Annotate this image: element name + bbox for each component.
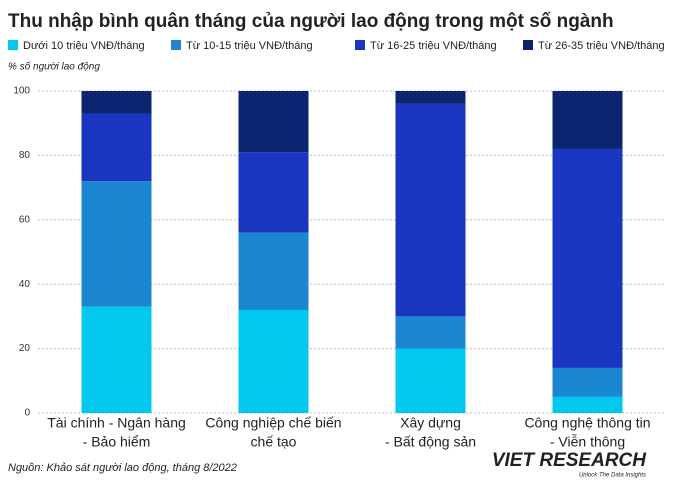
legend-label: Dưới 10 triệu VNĐ/tháng: [23, 40, 145, 52]
source-note: Nguồn: Khảo sát người lao động, tháng 8/…: [8, 462, 237, 474]
x-tick-label: - Viễn thông: [550, 434, 625, 450]
legend-label: Từ 16-25 triệu VNĐ/tháng: [370, 40, 497, 52]
x-tick-label: - Bất động sản: [385, 434, 476, 450]
bar-segment: [238, 309, 309, 413]
x-tick-label: Công nghệ thông tin: [524, 415, 650, 431]
bar-segment: [395, 103, 466, 317]
bar-segment: [81, 91, 152, 114]
bar-segment: [238, 91, 309, 153]
x-tick-label: Xây dựng: [400, 415, 461, 431]
y-tick-label: 0: [24, 408, 30, 419]
bar-segment: [395, 348, 466, 413]
x-tick-label: chế tạo: [251, 434, 297, 450]
bar-segment: [395, 91, 466, 104]
bar-segment: [552, 91, 623, 149]
y-tick-label: 40: [19, 279, 31, 290]
bar-segment: [552, 148, 623, 368]
bar-segment: [238, 232, 309, 310]
y-axis-label: % số người lao động: [8, 61, 100, 73]
x-tick-label: Công nghiệp chế biến: [205, 415, 341, 431]
brand-tagline: Unlock The Data Insights: [579, 473, 646, 479]
legend-swatch: [8, 40, 18, 50]
bar-segment: [552, 396, 623, 413]
bar-segment: [81, 113, 152, 182]
y-tick-label: 60: [19, 214, 31, 225]
chart-title: Thu nhập bình quân tháng của người lao đ…: [8, 11, 614, 32]
x-tick-label: - Bảo hiểm: [83, 434, 151, 450]
bar-segment: [238, 152, 309, 233]
y-tick-label: 100: [13, 86, 30, 97]
brand-name: VIET RESEARCH: [492, 450, 647, 471]
x-tick-label: Tài chính - Ngân hàng: [47, 415, 186, 431]
legend-swatch: [523, 40, 533, 50]
legend-swatch: [355, 40, 365, 50]
bar-segment: [81, 306, 152, 413]
y-tick-label: 20: [19, 343, 31, 354]
legend-swatch: [171, 40, 181, 50]
bar-segment: [395, 316, 466, 349]
bar-segment: [81, 181, 152, 307]
legend-label: Từ 10-15 triệu VNĐ/tháng: [186, 40, 313, 52]
bar-segment: [552, 367, 623, 397]
legend-label: Từ 26-35 triệu VNĐ/tháng: [538, 40, 665, 52]
y-tick-label: 80: [19, 150, 31, 161]
